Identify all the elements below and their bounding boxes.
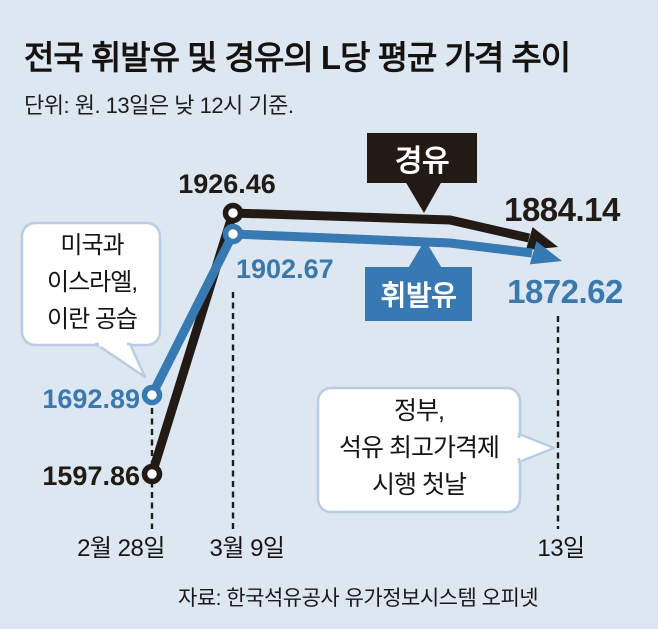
right-bubble-tail bbox=[517, 432, 556, 464]
chart-title: 전국 휘발유 및 경유의 L당 평균 가격 추이 bbox=[24, 39, 571, 76]
gasoline-series-tag: 휘발유 bbox=[365, 267, 472, 321]
right-bubble-line-3: 시행 첫날 bbox=[372, 471, 467, 499]
chart-source: 자료: 한국석유공사 유가정보시스템 오피넷 bbox=[178, 587, 539, 610]
diesel-point-feb28 bbox=[141, 463, 163, 485]
value-label-diesel-feb28: 1597.86 bbox=[42, 461, 140, 491]
diesel-tag-pointer-icon bbox=[405, 181, 442, 213]
value-label-gasoline-mar13: 1872.62 bbox=[507, 273, 623, 310]
value-label-gasoline-mar9: 1902.67 bbox=[236, 254, 334, 284]
diesel-point-mar9 bbox=[222, 202, 244, 224]
chart-unit-note: 단위: 원. 13일은 낮 12시 기준. bbox=[24, 93, 294, 118]
gasoline-arrowhead-icon bbox=[529, 241, 562, 265]
diesel-arrowhead-icon bbox=[525, 227, 558, 251]
gasoline-series-tag-label: 휘발유 bbox=[380, 280, 457, 311]
right-annotation-bubble: 정부, 석유 최고가격제 시행 첫날 bbox=[318, 393, 520, 504]
left-bubble-tail bbox=[94, 342, 147, 379]
right-bubble-line-2: 석유 최고가격제 bbox=[339, 434, 500, 462]
left-bubble-shape bbox=[20, 221, 162, 347]
gasoline-point-mar9 bbox=[222, 223, 244, 245]
value-label-gasoline-feb28: 1692.89 bbox=[42, 384, 140, 414]
gasoline-tag-pointer-icon bbox=[407, 240, 443, 270]
right-bubble-line-1: 정부, bbox=[394, 397, 445, 425]
x-axis-label-feb28: 2월 28일 bbox=[77, 535, 165, 562]
left-bubble-line-2: 이스라엘, bbox=[47, 269, 138, 296]
gasoline-series-line bbox=[147, 229, 533, 398]
diesel-series-tag-label: 경유 bbox=[394, 145, 450, 178]
left-annotation-bubble: 미국과 이스라엘, 이란 공습 bbox=[24, 227, 160, 338]
left-bubble-line-3: 이란 공습 bbox=[47, 306, 138, 333]
value-label-diesel-mar13: 1884.14 bbox=[504, 191, 620, 228]
value-label-diesel-mar9: 1926.46 bbox=[178, 169, 276, 199]
diesel-series-line bbox=[147, 208, 530, 476]
x-axis-label-mar9: 3월 9일 bbox=[209, 535, 285, 562]
x-axis-label-mar13: 13일 bbox=[537, 535, 585, 562]
diesel-series-tag: 경유 bbox=[367, 133, 477, 183]
gasoline-point-feb28 bbox=[141, 384, 163, 406]
left-bubble-line-1: 미국과 bbox=[60, 232, 124, 259]
